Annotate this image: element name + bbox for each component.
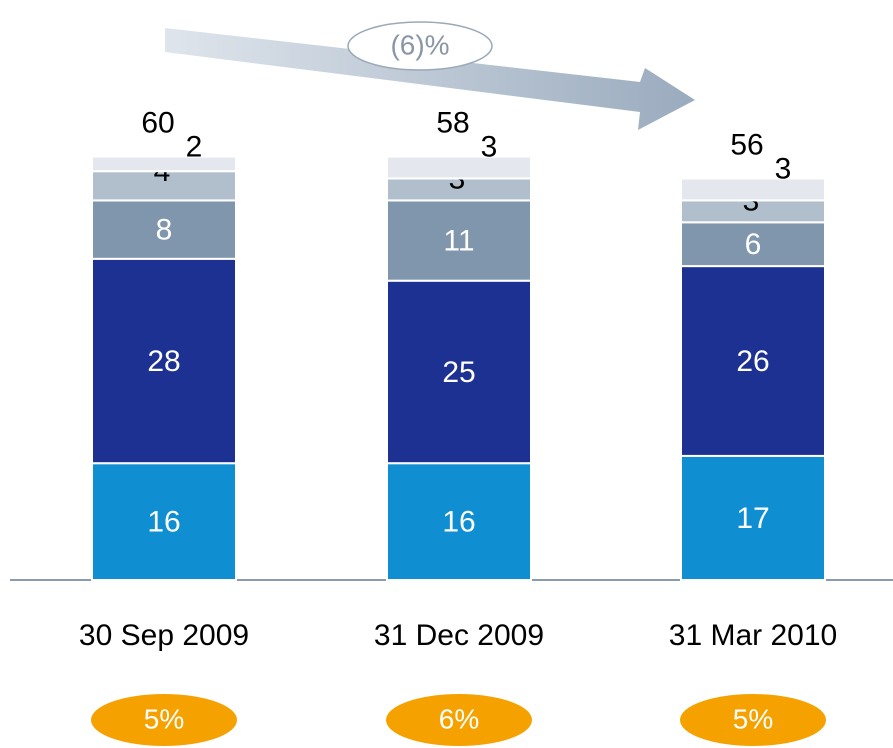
segment-label: 16: [442, 506, 475, 539]
ratio-oval: [680, 694, 826, 746]
segment-label: 26: [736, 345, 769, 378]
ratio-label: 6%: [439, 703, 479, 734]
segment-label: 8: [156, 214, 173, 247]
bar-segment: [91, 199, 237, 260]
x-tick-label: 31 Dec 2009: [374, 619, 544, 652]
bar-segment: [91, 257, 237, 465]
ratio-oval: [386, 694, 532, 746]
total-label: 60: [141, 107, 174, 140]
annotation: (6)%: [390, 29, 449, 60]
segment-label: 2: [186, 131, 203, 164]
segment-label: 3: [481, 131, 498, 164]
annotation-oval: [347, 21, 493, 71]
segment-label: 6: [745, 228, 762, 261]
segment-label: 11: [443, 224, 474, 257]
bar-segment: [680, 265, 826, 457]
trend-arrow: [165, 28, 695, 130]
bar-segment: [680, 221, 826, 268]
bar-segment: [386, 155, 532, 180]
ratio-label: 5%: [144, 703, 184, 734]
total-label: 56: [730, 128, 763, 161]
ratio-label: 5%: [733, 703, 773, 734]
segment-label: 16: [147, 506, 180, 539]
ratio-oval: [91, 694, 237, 746]
segment-label: 25: [442, 356, 475, 389]
bar-segment: [91, 155, 237, 173]
segment-label: 3: [775, 152, 792, 185]
x-tick-label: 30 Sep 2009: [79, 619, 249, 652]
bar-segment: [386, 462, 532, 582]
total-label: 58: [436, 107, 469, 140]
bar-segment: [680, 454, 826, 581]
bar-segment: [91, 462, 237, 582]
bar-segment: [680, 177, 826, 202]
segment-label: 17: [736, 502, 769, 535]
x-tick-label: 31 Mar 2010: [669, 619, 837, 652]
segment-label: 28: [147, 345, 180, 378]
